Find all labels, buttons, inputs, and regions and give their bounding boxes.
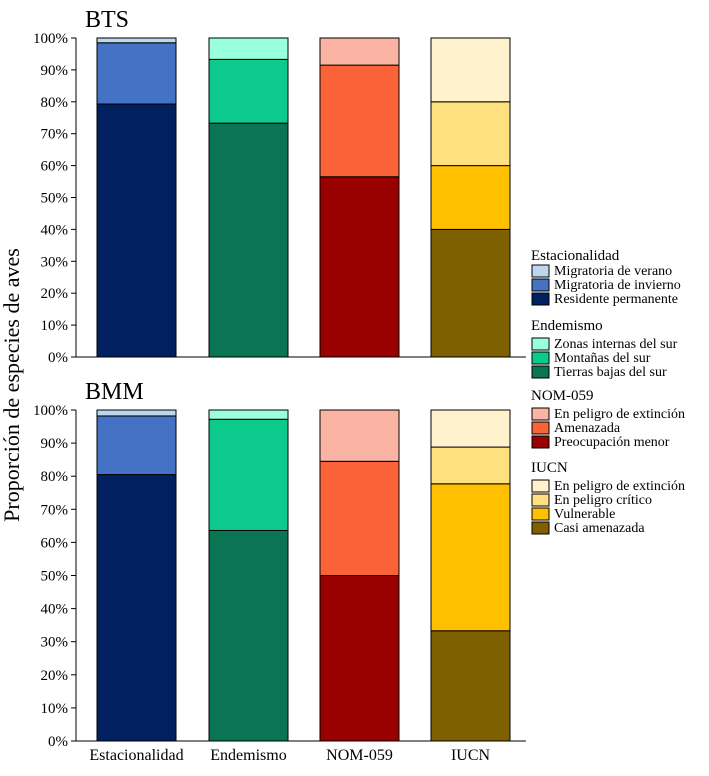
legend-swatch bbox=[531, 435, 550, 449]
bar-segment bbox=[208, 418, 289, 531]
bar-segment bbox=[96, 474, 177, 742]
bar-segment bbox=[430, 228, 511, 358]
bar-segment bbox=[319, 37, 400, 66]
bar-segment bbox=[96, 409, 177, 417]
y-tick-label: 10% bbox=[41, 701, 69, 717]
y-tick-label: 70% bbox=[41, 502, 69, 518]
x-tick-label: Estacionalidad bbox=[89, 747, 183, 764]
legend-label: Montañas del sur bbox=[554, 351, 651, 366]
bar-segment bbox=[430, 446, 511, 485]
legend-title: IUCN bbox=[531, 460, 568, 476]
bar-segment bbox=[319, 575, 400, 742]
y-tick-label: 50% bbox=[41, 569, 69, 585]
y-axis-title: Proporción de especies de aves bbox=[0, 248, 24, 522]
y-tick-label: 90% bbox=[41, 63, 69, 79]
legend-swatch bbox=[531, 278, 550, 292]
legend-swatch bbox=[531, 292, 550, 306]
legend-swatch bbox=[531, 521, 550, 535]
legend-swatch bbox=[531, 493, 550, 507]
y-tick-label: 60% bbox=[41, 159, 69, 175]
y-tick-label: 0% bbox=[48, 350, 68, 366]
y-tick-label: 30% bbox=[41, 254, 69, 270]
legend-swatch bbox=[531, 421, 550, 435]
y-tick-label: 50% bbox=[41, 191, 69, 207]
y-tick-label: 90% bbox=[41, 436, 69, 452]
legend-title: NOM-059 bbox=[531, 388, 594, 404]
bar-segment bbox=[96, 37, 177, 44]
x-tick-label: Endemismo bbox=[210, 747, 286, 764]
bar-segment bbox=[430, 165, 511, 230]
bar-segment bbox=[430, 483, 511, 632]
bar-segment bbox=[430, 409, 511, 448]
y-tick-label: 40% bbox=[41, 222, 69, 238]
bar-segment bbox=[319, 176, 400, 358]
y-tick-label: 30% bbox=[41, 635, 69, 651]
chart-panel-bmm: BMM 0% 10% 20% 30% 40% 50% 60% 70% 80% 90% 100% Esta… bbox=[33, 379, 526, 764]
legend-swatch bbox=[531, 264, 550, 278]
y-tick-label: 100% bbox=[33, 31, 68, 47]
legend-label: Amenazada bbox=[554, 421, 621, 436]
y-tick-label: 80% bbox=[41, 95, 69, 111]
legend-title: Estacionalidad bbox=[531, 248, 620, 264]
y-tick-label: 20% bbox=[41, 668, 69, 684]
y-tick-label: 80% bbox=[41, 469, 69, 485]
legend-group-2: NOM-059 En peligro de extinciónAmenazadaP… bbox=[531, 388, 685, 450]
bar-segment bbox=[430, 630, 511, 742]
y-tick-label: 40% bbox=[41, 602, 69, 618]
legend-group-1: Endemismo Zonas internas del surMontañas … bbox=[531, 318, 678, 380]
legend-label: Vulnerable bbox=[554, 507, 615, 522]
legend-swatch bbox=[531, 351, 550, 365]
bar-segment bbox=[208, 58, 289, 124]
chart-panel-bts: BTS 0% 10% 20% 30% 40% 50% 60% 70% 80% 90% 100% bbox=[33, 7, 526, 366]
bar-segment bbox=[96, 42, 177, 105]
panel-title: BMM bbox=[85, 379, 144, 405]
legend-title: Endemismo bbox=[531, 318, 603, 334]
legend-label: Zonas internas del sur bbox=[554, 337, 678, 352]
bar-segment bbox=[319, 409, 400, 462]
panel-title: BTS bbox=[85, 7, 129, 33]
legend-label: Residente permanente bbox=[554, 292, 678, 307]
bar-segment bbox=[430, 101, 511, 167]
legend-label: En peligro de extinción bbox=[554, 479, 685, 494]
legend-label: Preocupación menor bbox=[554, 435, 670, 450]
bar-segment bbox=[208, 122, 289, 358]
legend-label: Migratoria de invierno bbox=[554, 278, 681, 293]
bar-segment bbox=[208, 409, 289, 420]
bar-segment bbox=[430, 37, 511, 103]
legend-swatch bbox=[531, 507, 550, 521]
bar-segment bbox=[208, 37, 289, 60]
bar-segment bbox=[208, 529, 289, 742]
y-tick-label: 60% bbox=[41, 535, 69, 551]
x-tick-label: NOM-059 bbox=[326, 747, 393, 764]
legend-swatch bbox=[531, 479, 550, 493]
legend-label: En peligro de extinción bbox=[554, 407, 685, 422]
legend-label: Casi amenazada bbox=[554, 521, 645, 536]
y-tick-label: 100% bbox=[33, 403, 68, 419]
bar-segment bbox=[96, 415, 177, 476]
y-tick-label: 20% bbox=[41, 286, 69, 302]
legend-label: Migratoria de verano bbox=[554, 264, 672, 279]
legend-label: Tierras bajas del sur bbox=[554, 365, 667, 380]
bar-segment bbox=[319, 460, 400, 576]
legend-swatch bbox=[531, 365, 550, 379]
y-tick-label: 10% bbox=[41, 318, 69, 334]
legend-swatch bbox=[531, 407, 550, 421]
x-tick-label: IUCN bbox=[451, 747, 491, 764]
y-tick-label: 70% bbox=[41, 127, 69, 143]
bar-segment bbox=[319, 64, 400, 178]
legend-label: En peligro crítico bbox=[554, 493, 652, 508]
y-tick-label: 0% bbox=[48, 734, 68, 750]
bar-segment bbox=[96, 103, 177, 358]
legend-swatch bbox=[531, 337, 550, 351]
